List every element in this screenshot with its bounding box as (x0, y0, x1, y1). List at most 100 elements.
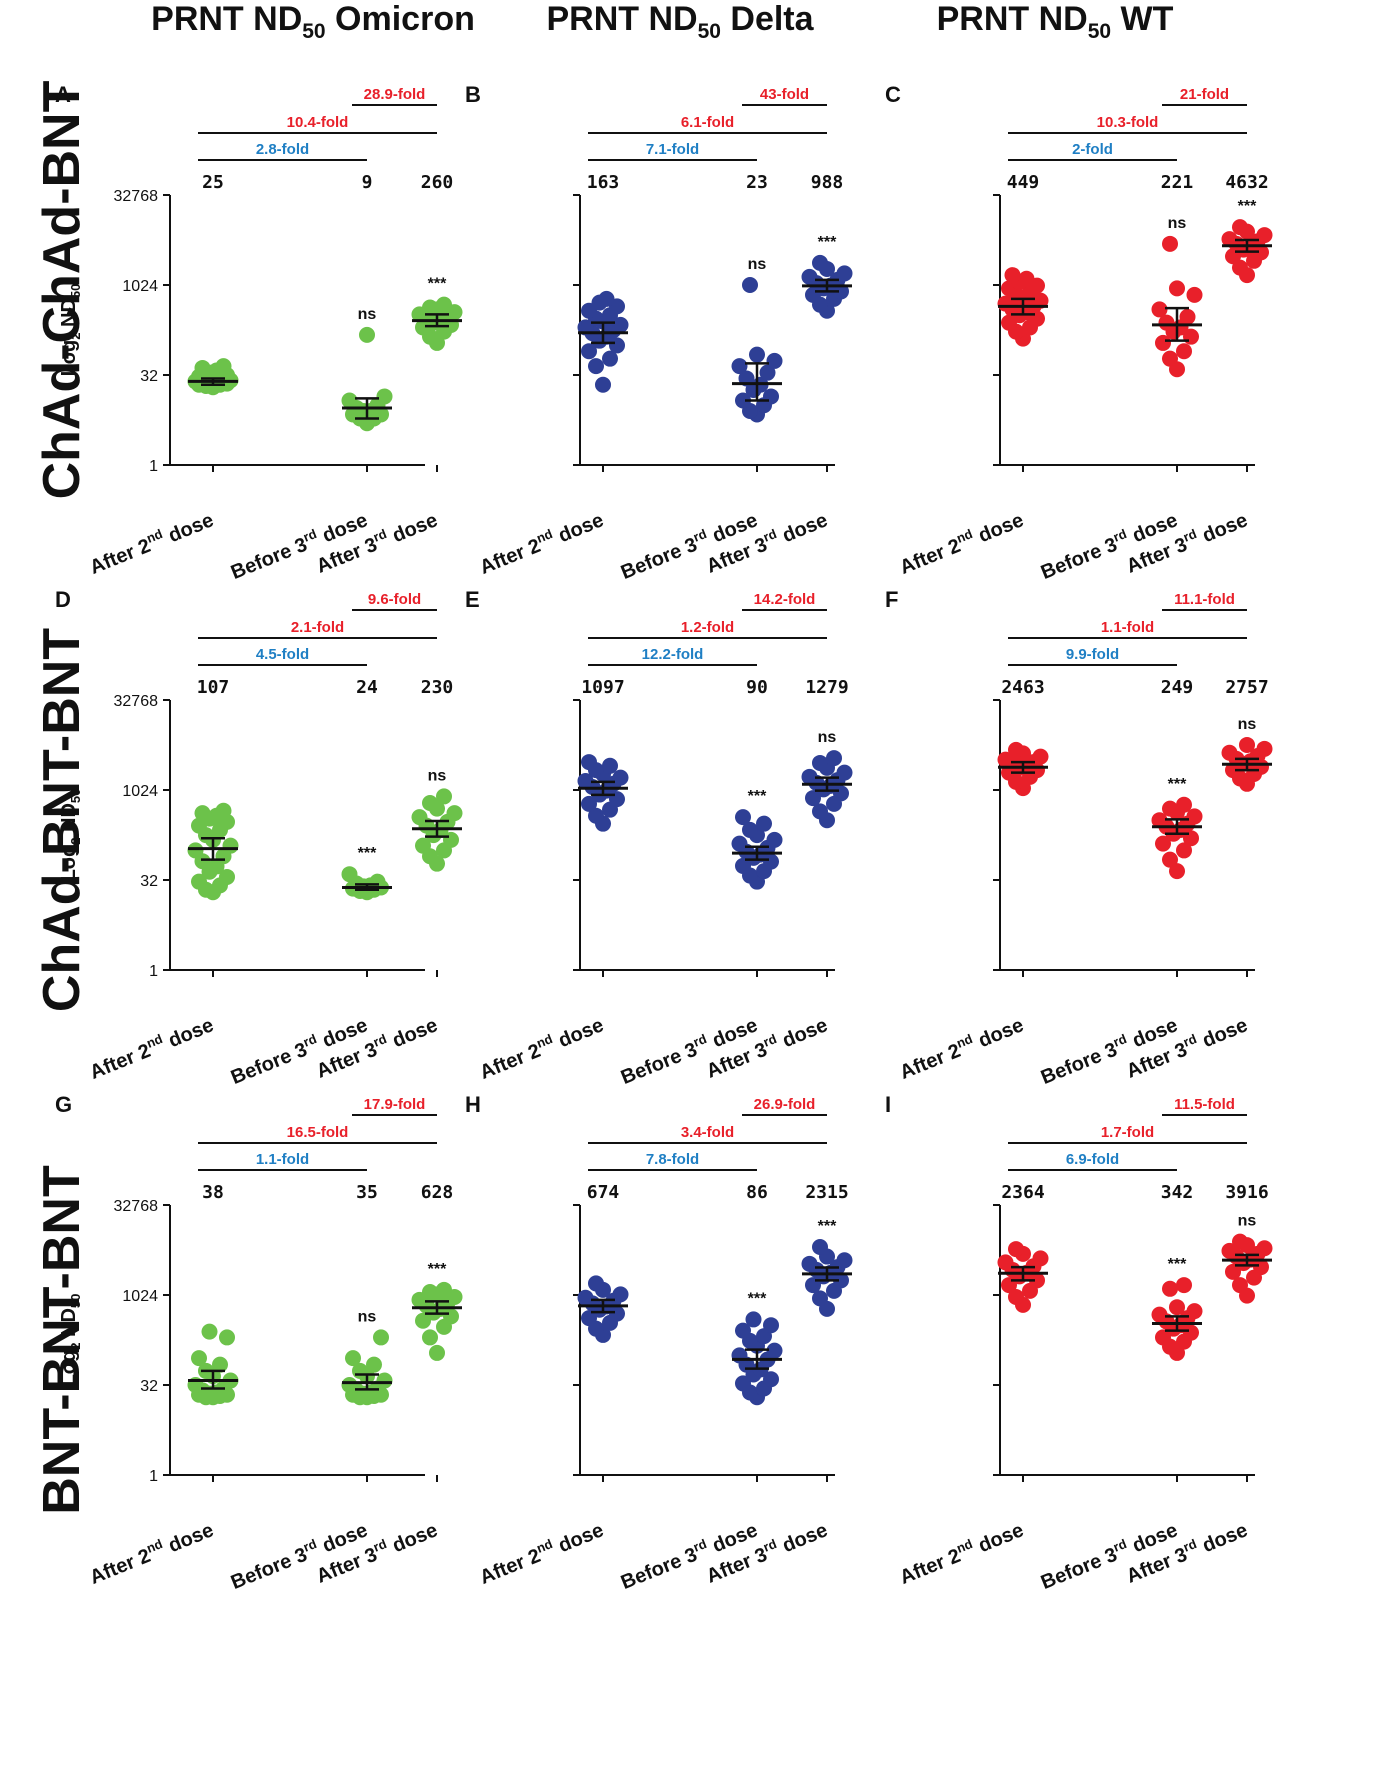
significance-label-I-2: ns (1238, 1213, 1257, 1230)
data-point-E-2-13 (826, 750, 842, 767)
data-point-G-1-9 (341, 1377, 358, 1393)
y-tick-label-G-0: 1 (149, 1468, 158, 1485)
data-point-A-0-19 (215, 358, 232, 375)
geomean-label-H-2: 2315 (805, 1182, 848, 1203)
data-point-H-0-9 (577, 1289, 594, 1306)
data-point-B-2-9 (801, 268, 818, 285)
significance-label-H-1: *** (748, 1290, 767, 1307)
significance-label-D-2: ns (428, 767, 447, 784)
data-point-H-1-4 (763, 1371, 779, 1388)
geomean-label-B-2: 988 (811, 172, 844, 193)
data-point-D-0-4 (219, 868, 235, 885)
data-point-I-1-11 (1169, 1299, 1185, 1316)
data-point-C-1-11 (1169, 280, 1185, 297)
fold-label-E-0: 14.2-fold (754, 591, 816, 608)
fold-label-C-1: 10.3-fold (1097, 114, 1159, 131)
data-point-E-0-10 (612, 769, 629, 786)
fold-label-E-1: 1.2-fold (681, 619, 734, 636)
y-axis-label-A: Log2 ND50 (58, 284, 83, 377)
y-axis-label-D: Log2 ND50 (58, 789, 83, 882)
data-point-I-1-3 (1155, 1329, 1171, 1346)
significance-label-H-2: *** (818, 1218, 837, 1235)
geomean-label-C-1: 221 (1161, 172, 1194, 193)
data-point-G-0-15 (219, 1329, 235, 1346)
data-point-G-1-14 (345, 1350, 361, 1367)
column-title-omicron: PRNT ND50 Omicron (151, 0, 475, 43)
data-point-B-1-3 (735, 392, 751, 409)
fold-label-B-1: 6.1-fold (681, 114, 734, 131)
data-point-G-2-13 (436, 1281, 452, 1298)
data-point-G-2-1 (422, 1329, 438, 1346)
geomean-label-C-2: 4632 (1225, 172, 1268, 193)
data-point-H-1-10 (766, 1342, 783, 1359)
significance-label-D-1: *** (358, 845, 377, 862)
geomean-label-D-0: 107 (197, 677, 230, 698)
y-tick-label-A-1: 32 (140, 368, 158, 385)
data-point-D-1-9 (341, 866, 358, 883)
fold-label-G-0: 17.9-fold (364, 1096, 426, 1113)
data-point-H-1-3 (735, 1375, 751, 1392)
geomean-label-G-0: 38 (202, 1182, 224, 1203)
category-label-H-0: After 2nd dose (476, 1516, 607, 1588)
data-point-C-1-12 (1162, 235, 1178, 252)
panel-letter-C: C (885, 82, 901, 107)
y-tick-label-D-1: 32 (140, 873, 158, 890)
data-point-I-1-9 (1151, 1306, 1168, 1323)
geomean-label-D-2: 230 (421, 677, 454, 698)
data-point-D-2-9 (411, 809, 428, 826)
category-label-B-0: After 2nd dose (476, 506, 607, 578)
data-point-C-1-3 (1155, 334, 1171, 351)
geomean-label-B-1: 23 (746, 172, 768, 193)
data-point-G-1-10 (376, 1372, 393, 1389)
data-point-B-0-2 (602, 350, 618, 367)
data-point-H-2-12 (812, 1239, 828, 1256)
data-point-C-1-2 (1176, 343, 1192, 360)
geomean-label-I-2: 3916 (1225, 1182, 1268, 1203)
fold-label-D-1: 2.1-fold (291, 619, 344, 636)
data-point-D-2-3 (415, 837, 431, 854)
y-tick-label-D-3: 32768 (114, 693, 159, 710)
data-point-I-2-9 (1221, 1242, 1238, 1259)
data-point-B-0-1 (588, 358, 604, 375)
category-label-F-0: After 2nd dose (896, 1011, 1027, 1083)
fold-label-C-0: 21-fold (1180, 86, 1229, 103)
significance-label-E-2: ns (818, 729, 837, 746)
y-tick-label-D-0: 1 (149, 963, 158, 980)
category-label-G-0: After 2nd dose (86, 1516, 217, 1588)
geomean-label-F-0: 2463 (1001, 677, 1044, 698)
data-point-G-1-15 (373, 1329, 389, 1346)
data-point-I-1-13 (1176, 1277, 1192, 1294)
category-label-E-0: After 2nd dose (476, 1011, 607, 1083)
data-point-D-0-3 (191, 873, 207, 890)
geomean-label-G-1: 35 (356, 1182, 378, 1203)
significance-label-G-2: *** (428, 1261, 447, 1278)
geomean-label-E-2: 1279 (805, 677, 848, 698)
geomean-label-I-0: 2364 (1001, 1182, 1045, 1203)
significance-label-A-2: *** (428, 276, 447, 293)
data-point-C-2-9 (1221, 231, 1238, 248)
geomean-label-D-1: 24 (356, 677, 378, 698)
geomean-label-H-1: 86 (746, 1182, 768, 1203)
fold-label-D-2: 4.5-fold (256, 646, 309, 663)
data-point-H-1-16 (745, 1311, 762, 1328)
fold-label-H-1: 3.4-fold (681, 1124, 734, 1141)
data-point-F-1-3 (1155, 835, 1171, 852)
data-point-H-2-10 (836, 1252, 853, 1269)
geomean-label-F-2: 2757 (1225, 677, 1268, 698)
data-point-E-2-3 (805, 790, 821, 807)
data-point-F-0-12 (1008, 741, 1024, 758)
data-point-C-1-1 (1162, 350, 1178, 367)
data-point-C-1-9 (1151, 301, 1168, 318)
panel-letter-D: D (55, 587, 71, 612)
data-point-A-2-13 (436, 296, 452, 313)
significance-label-C-2: *** (1238, 198, 1257, 215)
y-tick-label-A-2: 1024 (122, 278, 158, 295)
significance-label-I-1: *** (1168, 1256, 1187, 1273)
column-title-wt: PRNT ND50 WT (936, 0, 1174, 43)
fold-label-F-1: 1.1-fold (1101, 619, 1154, 636)
data-point-E-0-13 (602, 757, 618, 774)
data-point-H-2-1 (812, 1290, 828, 1307)
data-point-A-1-11 (359, 326, 375, 343)
data-point-D-0-18 (194, 805, 211, 822)
data-point-G-2-12 (422, 1283, 438, 1300)
